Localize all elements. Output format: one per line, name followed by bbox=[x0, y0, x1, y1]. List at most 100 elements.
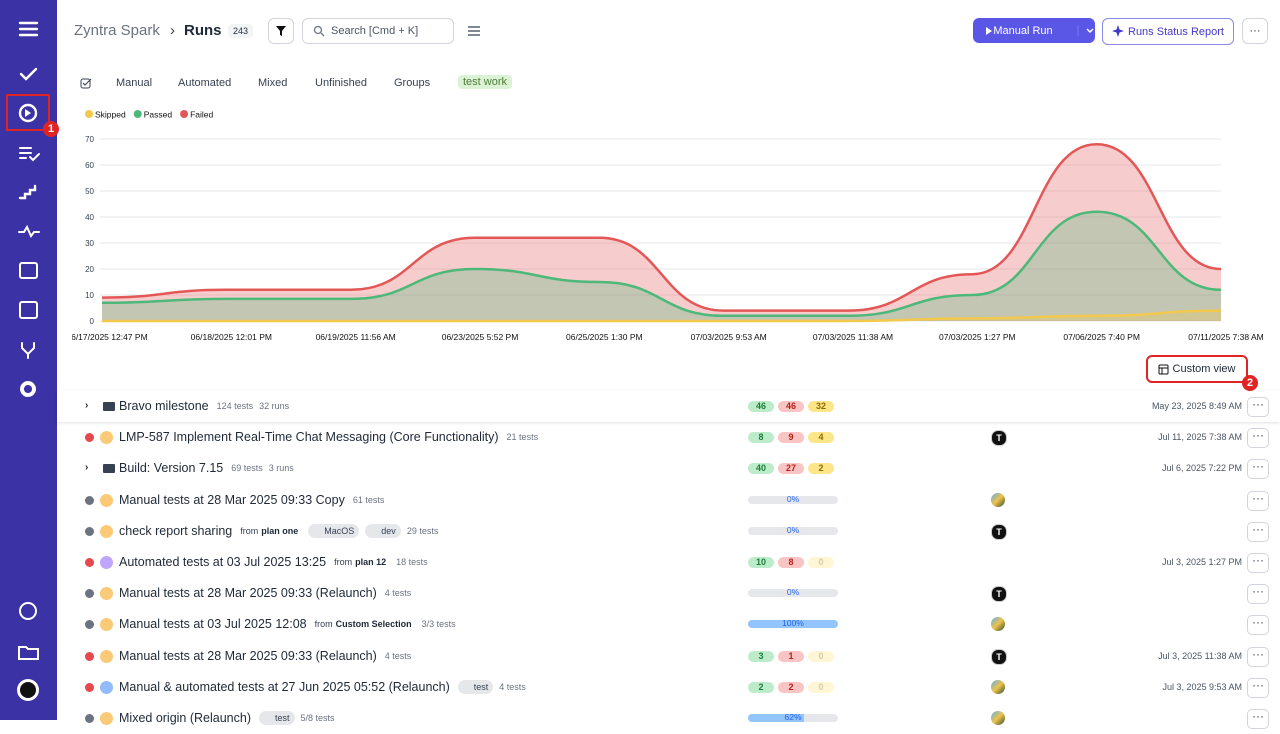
row-menu[interactable]: ··· bbox=[1247, 397, 1269, 417]
tab[interactable]: Manual bbox=[116, 77, 153, 89]
row-menu[interactable]: ··· bbox=[1247, 521, 1269, 542]
row-menu[interactable]: ··· bbox=[1247, 615, 1269, 636]
source-name: Custom Selection bbox=[335, 619, 412, 630]
settings-sliders[interactable] bbox=[467, 24, 481, 38]
avatar-image bbox=[991, 679, 1005, 694]
run-title[interactable]: Manual tests at 28 Mar 2025 09:33 (Relau… bbox=[119, 648, 377, 663]
more-button[interactable]: ··· bbox=[1242, 18, 1268, 44]
run-row[interactable]: Manual tests at 03 Jul 2025 12:08 from Cus… bbox=[57, 609, 1280, 640]
run-row[interactable]: check report sharing from plan one MacOS dev… bbox=[57, 516, 1280, 547]
row-menu[interactable]: ··· bbox=[1247, 646, 1269, 667]
check-icon[interactable] bbox=[19, 67, 38, 81]
tag-tab[interactable]: test work bbox=[458, 75, 513, 89]
progress-label: 62% bbox=[784, 712, 802, 722]
run-title[interactable]: Bravo milestone bbox=[119, 399, 209, 413]
progress-fill bbox=[748, 620, 838, 629]
folder-icon[interactable]: › bbox=[85, 400, 89, 411]
tab[interactable]: Groups bbox=[394, 77, 431, 89]
x-tick-label: 07/06/2025 7:40 PM bbox=[1063, 332, 1140, 342]
run-title[interactable]: Automated tests at 03 Jul 2025 13:25 bbox=[119, 555, 327, 569]
run-row[interactable]: Manual tests at 28 Mar 2025 09:33 (Relau… bbox=[57, 641, 1280, 672]
list-icon[interactable] bbox=[19, 147, 40, 162]
custom-view-button[interactable]: Custom view bbox=[1146, 355, 1248, 383]
run-title[interactable]: Manual tests at 28 Mar 2025 09:33 Copy bbox=[119, 492, 345, 507]
highlight-box bbox=[6, 94, 50, 131]
status-dot bbox=[85, 682, 94, 692]
manual-run-button[interactable]: Manual Run bbox=[973, 18, 1095, 43]
row-menu[interactable]: ··· bbox=[1247, 709, 1269, 729]
folder-icon[interactable] bbox=[18, 646, 39, 660]
tab[interactable]: Mixed bbox=[258, 77, 288, 89]
row-menu[interactable]: ··· bbox=[1247, 490, 1269, 511]
user-avatar-inner bbox=[20, 682, 36, 698]
branch-icon[interactable] bbox=[21, 342, 35, 359]
tag: test bbox=[259, 711, 295, 725]
skipped-count: 0 bbox=[808, 681, 834, 693]
failed-count: 9 bbox=[778, 432, 804, 444]
source-name: plan one bbox=[261, 525, 299, 536]
run-title[interactable]: Build: Version 7.15 bbox=[119, 461, 224, 476]
run-title[interactable]: Manual tests at 28 Mar 2025 09:33 (Relau… bbox=[119, 586, 377, 601]
test-count: 29 tests bbox=[406, 525, 439, 536]
menu-icon[interactable] bbox=[18, 21, 39, 37]
tab[interactable]: Automated bbox=[178, 77, 232, 89]
type-icon bbox=[100, 680, 113, 694]
folder-icon[interactable]: › bbox=[85, 462, 89, 474]
test-count: 5/8 tests bbox=[300, 713, 335, 723]
status-report-button[interactable]: Runs Status Report bbox=[1102, 18, 1234, 45]
x-tick-label: 07/03/2025 11:38 AM bbox=[813, 332, 893, 342]
row-menu[interactable]: ··· bbox=[1247, 428, 1269, 449]
tab[interactable]: Unfinished bbox=[315, 77, 367, 89]
pulse-icon[interactable] bbox=[18, 224, 40, 238]
progress-fill bbox=[748, 714, 804, 722]
run-title[interactable]: Manual & automated tests at 27 Jun 2025 … bbox=[119, 679, 450, 694]
run-row[interactable]: › Build: Version 7.15 69 tests 3 runs 40 27 2 J… bbox=[57, 453, 1280, 484]
legend-marker bbox=[85, 110, 93, 118]
run-row[interactable]: Manual tests at 28 Mar 2025 09:33 Copy 61… bbox=[57, 485, 1280, 516]
tab-icon[interactable] bbox=[80, 77, 92, 89]
steps-icon[interactable] bbox=[18, 184, 37, 200]
row-menu[interactable]: ··· bbox=[1247, 459, 1269, 480]
type-icon bbox=[100, 649, 113, 663]
run-row[interactable]: LMP-587 Implement Real-Time Chat Messagi… bbox=[57, 422, 1280, 453]
passed-count: 2 bbox=[748, 681, 774, 693]
search-placeholder: Search [Cmd + K] bbox=[331, 25, 419, 37]
y-tick-label: 10 bbox=[85, 291, 94, 300]
run-title[interactable]: Manual tests at 03 Jul 2025 12:08 bbox=[119, 617, 307, 632]
help-icon[interactable] bbox=[19, 602, 37, 620]
run-title[interactable]: LMP-587 Implement Real-Time Chat Messagi… bbox=[119, 430, 499, 445]
y-tick-label: 0 bbox=[90, 317, 95, 326]
y-tick-label: 50 bbox=[85, 187, 94, 196]
passed-count: 46 bbox=[748, 401, 774, 412]
row-menu[interactable]: ··· bbox=[1247, 553, 1269, 573]
passed-count: 10 bbox=[748, 557, 774, 568]
run-row[interactable]: Mixed origin (Relaunch) test 5/8 tests 62% ·… bbox=[57, 703, 1280, 734]
import-icon[interactable] bbox=[19, 262, 38, 279]
run-title[interactable]: Mixed origin (Relaunch) bbox=[119, 711, 252, 725]
run-row[interactable]: Automated tests at 03 Jul 2025 13:25 from… bbox=[57, 547, 1280, 578]
failed-count: 1 bbox=[778, 650, 804, 662]
breadcrumb-separator: › bbox=[170, 22, 175, 39]
test-count: 4 tests bbox=[384, 650, 412, 661]
run-row[interactable]: Manual tests at 28 Mar 2025 09:33 (Relau… bbox=[57, 578, 1280, 609]
series-line bbox=[102, 309, 1222, 323]
skipped-count: 4 bbox=[808, 432, 834, 444]
row-menu[interactable]: ··· bbox=[1247, 677, 1269, 698]
search-box[interactable]: Search [Cmd + K] bbox=[302, 18, 454, 44]
row-menu[interactable]: ··· bbox=[1247, 584, 1269, 605]
progress-label: 0% bbox=[786, 493, 800, 504]
filter-button[interactable] bbox=[268, 18, 294, 44]
run-count: 243 bbox=[228, 24, 254, 38]
avatar: T bbox=[991, 430, 1007, 447]
settings-icon[interactable] bbox=[20, 381, 36, 397]
run-row[interactable]: Manual & automated tests at 27 Jun 2025 … bbox=[57, 672, 1280, 703]
run-row[interactable]: › Bravo milestone 124 tests 32 runs 46 46 32 Ma… bbox=[57, 391, 1280, 422]
runs-icon[interactable] bbox=[18, 103, 38, 123]
tag: dev bbox=[365, 523, 401, 538]
tag: test bbox=[457, 679, 494, 694]
avatar-image bbox=[991, 617, 1005, 632]
project-name[interactable]: Zyntra Spark bbox=[74, 22, 160, 39]
legend-marker bbox=[180, 110, 189, 118]
run-title[interactable]: check report sharing bbox=[119, 523, 233, 538]
report-icon[interactable] bbox=[19, 301, 38, 319]
